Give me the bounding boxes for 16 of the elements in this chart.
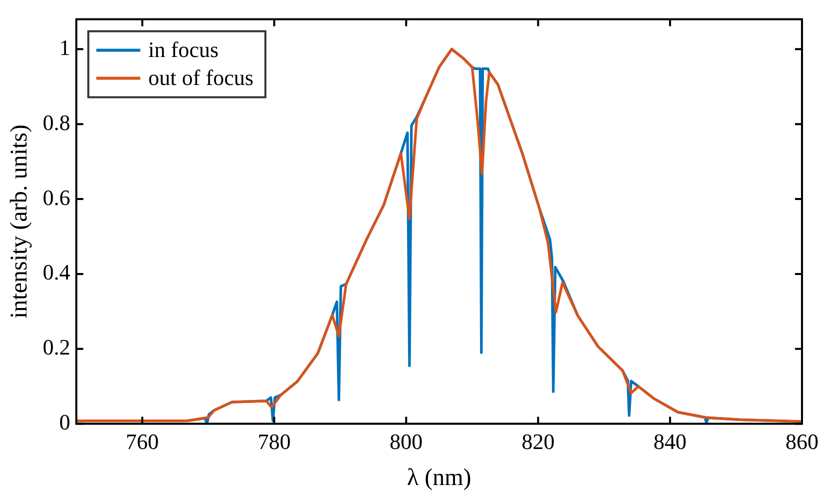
y-tick-label: 0.2: [42, 334, 70, 360]
y-axis-title: intensity (arb. units): [6, 124, 33, 318]
x-tick-label: 760: [126, 428, 159, 454]
x-tick-label: 780: [258, 428, 291, 454]
x-tick-label: 860: [786, 428, 818, 454]
y-tick-label: 0: [59, 410, 70, 435]
x-tick-label: 800: [390, 428, 423, 454]
y-tick-label: 0.8: [42, 110, 70, 135]
x-axis-title: λ (nm): [407, 464, 472, 491]
y-tick-label: 1: [59, 34, 70, 60]
legend-label: in focus: [148, 36, 219, 62]
y-tick-label: 0.4: [42, 260, 70, 285]
x-tick-label: 820: [522, 428, 555, 454]
x-tick-label: 840: [654, 428, 687, 454]
legend-label: out of focus: [148, 64, 254, 90]
y-tick-label: 0.6: [42, 184, 70, 210]
